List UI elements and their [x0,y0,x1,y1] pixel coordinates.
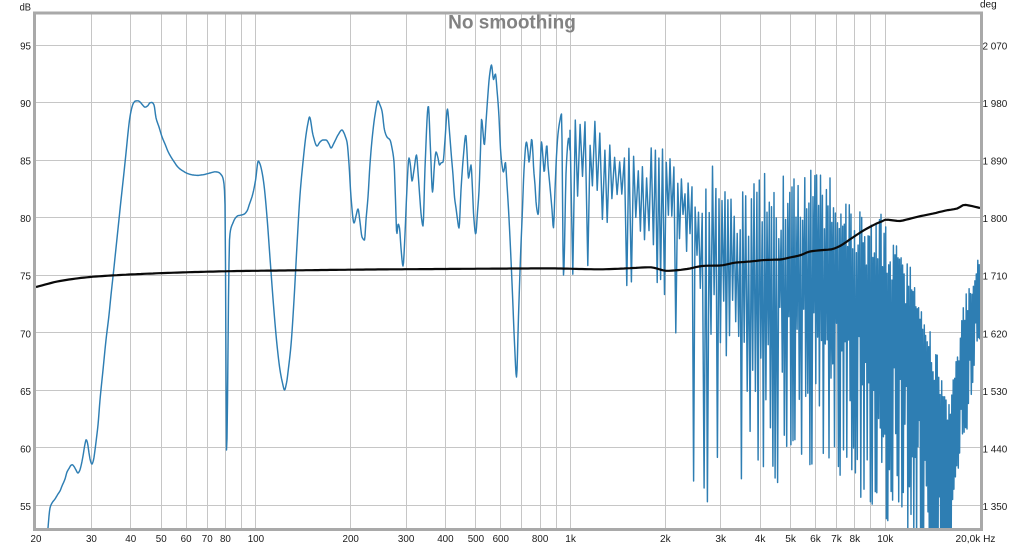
svg-text:No smoothing: No smoothing [448,13,576,34]
svg-text:800: 800 [532,533,549,545]
svg-text:20,0k Hz: 20,0k Hz [956,533,996,545]
svg-text:3k: 3k [715,533,726,545]
svg-text:30: 30 [86,533,97,545]
svg-text:8k: 8k [849,533,860,545]
svg-text:6k: 6k [810,533,821,545]
svg-text:2 070: 2 070 [983,41,1008,53]
svg-text:500: 500 [468,533,485,545]
svg-text:75: 75 [20,271,31,283]
svg-text:85: 85 [20,156,31,168]
svg-text:70: 70 [20,328,31,340]
svg-text:1 530: 1 530 [983,386,1008,398]
svg-text:95: 95 [20,41,31,53]
svg-text:55: 55 [20,501,31,513]
svg-text:100: 100 [248,533,265,545]
svg-text:65: 65 [20,386,31,398]
svg-text:dB: dB [20,2,31,14]
svg-text:10k: 10k [877,533,894,545]
svg-text:5k: 5k [785,533,796,545]
svg-text:1k: 1k [565,533,576,545]
svg-text:1 800: 1 800 [983,213,1008,225]
svg-text:7k: 7k [831,533,842,545]
svg-text:600: 600 [493,533,510,545]
svg-text:1 980: 1 980 [983,98,1008,110]
svg-text:50: 50 [156,533,167,545]
svg-text:40: 40 [125,533,136,545]
svg-text:200: 200 [343,533,360,545]
svg-text:20: 20 [31,533,42,545]
svg-text:1 620: 1 620 [983,328,1008,340]
svg-text:400: 400 [437,533,454,545]
svg-text:300: 300 [398,533,415,545]
svg-text:70: 70 [202,533,213,545]
svg-text:80: 80 [20,213,31,225]
svg-text:1 710: 1 710 [983,271,1008,283]
svg-text:1 440: 1 440 [983,443,1008,455]
svg-text:4k: 4k [755,533,766,545]
svg-text:1 350: 1 350 [983,501,1008,513]
svg-text:90: 90 [20,98,31,110]
svg-text:deg: deg [980,0,997,11]
svg-text:60: 60 [181,533,192,545]
svg-text:1 890: 1 890 [983,156,1008,168]
svg-text:60: 60 [20,443,31,455]
svg-text:80: 80 [220,533,231,545]
svg-text:2k: 2k [660,533,671,545]
